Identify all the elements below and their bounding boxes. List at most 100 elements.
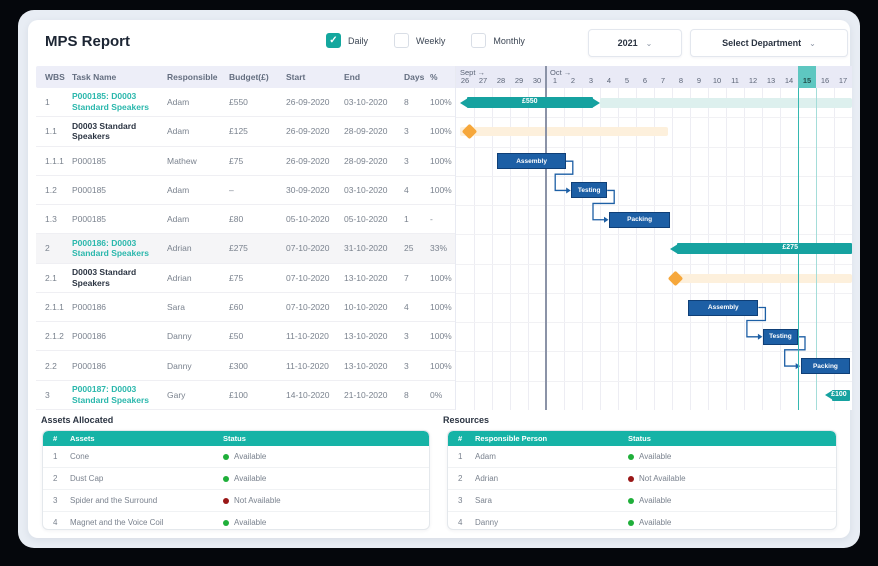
- gantt-summary-bar[interactable]: [825, 389, 851, 401]
- row-name: Spider and the Surround: [70, 496, 158, 505]
- milestone-icon[interactable]: [667, 270, 684, 287]
- days-cell: 8: [404, 389, 409, 400]
- gantt-task-bar[interactable]: Testing: [762, 328, 798, 345]
- task-link[interactable]: P000185: D0003 Standard Speakers: [72, 91, 150, 113]
- gantt-task-bar[interactable]: Assembly: [497, 153, 566, 170]
- row-number: 1: [458, 452, 463, 461]
- budget-cell: –: [229, 184, 234, 195]
- column-header: Assets: [70, 434, 95, 443]
- list-item: 1 Adam Available: [448, 446, 836, 468]
- gantt-task-bar[interactable]: Assembly: [688, 299, 759, 316]
- day-label: 6: [642, 76, 648, 85]
- wbs-cell: 1.1: [45, 126, 57, 137]
- column-header: WBS: [45, 72, 65, 82]
- start-cell: 14-10-2020: [286, 389, 330, 400]
- end-cell: 28-09-2020: [344, 155, 388, 166]
- wbs-cell: 3: [45, 389, 50, 400]
- day-label: 12: [748, 76, 758, 85]
- wbs-cell: 1.1.1: [45, 155, 64, 166]
- day-label: 27: [478, 76, 488, 85]
- grid-line: [492, 88, 493, 410]
- main-area: WBS Task Name Responsible Budget(£) Start End…: [28, 66, 852, 410]
- status-label: Available: [639, 518, 672, 527]
- gantt-summary-bar[interactable]: [670, 243, 852, 255]
- column-header: Budget(£): [229, 72, 269, 82]
- filter-label: Daily: [348, 35, 369, 46]
- budget-cell: £275: [229, 243, 248, 254]
- gantt-task-bar[interactable]: Testing: [571, 182, 608, 199]
- table-row: 2 P000186: D0003 Standard Speakers Adria…: [36, 234, 455, 264]
- status-badge: Available: [628, 496, 836, 505]
- year-select[interactable]: 2021 ⌄: [588, 29, 682, 57]
- page-background: MPS Report ✓ Daily Weekly Monthly 2021 ⌄…: [18, 10, 860, 548]
- status-label: Available: [234, 518, 267, 527]
- status-label: Available: [639, 496, 672, 505]
- gantt-task-bar[interactable]: Packing: [609, 211, 671, 228]
- report-card: MPS Report ✓ Daily Weekly Monthly 2021 ⌄…: [28, 20, 852, 538]
- status-dot-icon: [628, 453, 634, 460]
- highlighted-day-cell[interactable]: 15: [798, 66, 816, 88]
- column-header: Days: [404, 72, 425, 82]
- gantt-task-bar[interactable]: Packing: [800, 358, 851, 375]
- day-label: 4: [606, 76, 612, 85]
- department-select[interactable]: Select Department ⌄: [690, 29, 848, 57]
- unchecked-checkbox-icon[interactable]: [394, 33, 410, 48]
- day-label: 1: [552, 76, 558, 85]
- task-name: P000186: [72, 301, 107, 312]
- wbs-cell: 2.1.2: [45, 331, 64, 342]
- list-item: 4 Danny Available: [448, 512, 836, 529]
- mini-table-header: # Assets Status: [43, 431, 429, 446]
- filter-daily[interactable]: ✓ Daily: [326, 33, 368, 48]
- days-cell: 3: [404, 331, 409, 342]
- checked-checkbox-icon[interactable]: ✓: [326, 33, 341, 48]
- table-row: 3 P000187: D0003 Standard Speakers Gary …: [36, 381, 455, 410]
- table-row: 2.2 P000186 Danny £300 11-10-2020 13-10-…: [36, 351, 455, 381]
- budget-cell: £300: [229, 360, 248, 371]
- wbs-cell: 2.1: [45, 272, 57, 283]
- row-name: Adam: [475, 452, 496, 461]
- budget-cell: £80: [229, 214, 244, 225]
- unchecked-checkbox-icon[interactable]: [471, 33, 487, 48]
- list-item: 4 Magnet and the Voice Coil Available: [43, 512, 429, 529]
- end-cell: 03-10-2020: [344, 184, 388, 195]
- status-dot-icon: [223, 475, 229, 482]
- row-name: Adrian: [475, 474, 499, 483]
- filter-weekly[interactable]: Weekly: [394, 33, 445, 48]
- row-name: Dust Cap: [70, 474, 104, 483]
- days-cell: 1: [404, 214, 409, 225]
- task-link[interactable]: P000186: D0003 Standard Speakers: [72, 237, 150, 259]
- task-link[interactable]: P000187: D0003 Standard Speakers: [72, 384, 150, 405]
- task-name-cell: P000186: D0003 Standard Speakers: [72, 238, 167, 260]
- month-label: Sept →: [460, 68, 486, 77]
- assets-section-title: Assets Allocated: [41, 415, 114, 425]
- task-name: P000185: [72, 214, 107, 225]
- task-name-cell: P000187: D0003 Standard Speakers: [72, 384, 167, 406]
- wbs-cell: 2.1.1: [45, 301, 64, 312]
- end-cell: 13-10-2020: [344, 331, 388, 342]
- column-header: Responsible: [167, 72, 218, 82]
- gantt-body: £550 Assembly Testing Packing £275 Assembly Te…: [456, 88, 852, 410]
- status-badge: Available: [223, 474, 429, 483]
- status-dot-icon: [628, 519, 634, 526]
- budget-cell: £100: [229, 389, 248, 400]
- days-cell: 3: [404, 155, 409, 166]
- top-bar: MPS Report ✓ Daily Weekly Monthly 2021 ⌄…: [28, 20, 850, 66]
- arrow-left-icon: [670, 243, 679, 254]
- days-cell: 4: [404, 301, 409, 312]
- list-item: 3 Sara Available: [448, 490, 836, 512]
- end-cell: 13-10-2020: [344, 272, 388, 283]
- summary-bar-label: £550: [522, 98, 538, 106]
- responsible-cell: Sara: [167, 301, 185, 312]
- pct-cell: 100%: [430, 184, 452, 195]
- pct-cell: -: [430, 214, 433, 225]
- task-name: P000186: [72, 360, 107, 371]
- row-number: 2: [53, 474, 58, 483]
- status-badge: Available: [223, 452, 429, 461]
- row-number: 1: [53, 452, 58, 461]
- filter-monthly[interactable]: Monthly: [471, 33, 525, 48]
- table-row: 1 P000185: D0003 Standard Speakers Adam …: [36, 88, 455, 118]
- gantt-summary-bar[interactable]: [459, 97, 600, 109]
- status-dot-icon: [628, 497, 634, 504]
- status-dot-icon: [223, 497, 229, 504]
- budget-cell: £75: [229, 272, 244, 283]
